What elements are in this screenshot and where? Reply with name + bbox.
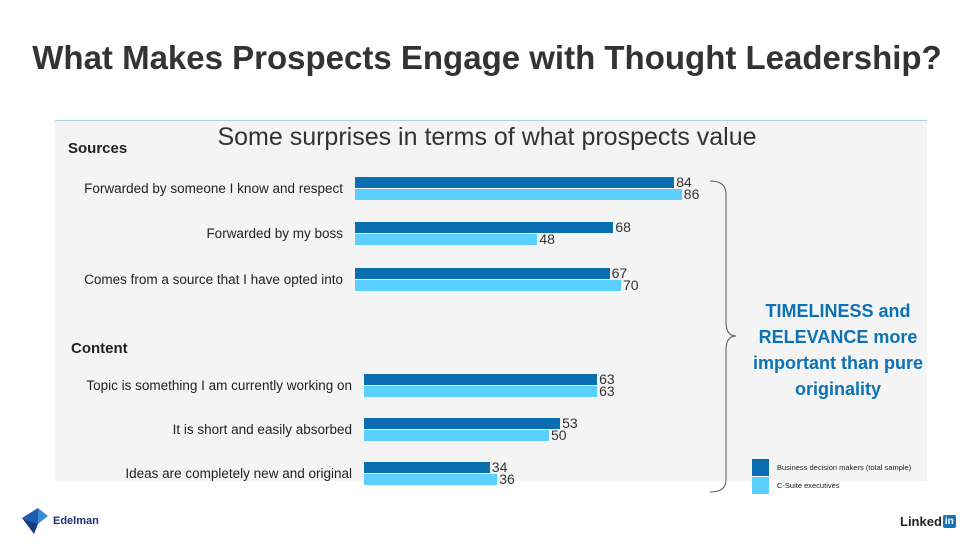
data-label-series1: 84 <box>676 174 692 190</box>
data-label-series1: 67 <box>611 265 628 281</box>
category-label: Ideas are completely new and original <box>125 466 352 481</box>
bar-series2 <box>364 474 498 485</box>
bar-series1 <box>364 374 598 385</box>
data-label-series2: 86 <box>683 186 700 202</box>
category-label: Forwarded by my boss <box>206 226 343 241</box>
legend-label-series1: Business decision makers (total sample) <box>777 463 912 472</box>
bar-series1 <box>355 268 610 279</box>
category-label: Forwarded by someone I know and respect <box>84 181 343 196</box>
data-label-series1: 34 <box>491 459 508 475</box>
category-label: Topic is something I am currently workin… <box>86 378 352 393</box>
edelman-logo-text: Edelman <box>53 515 99 527</box>
bar-series2 <box>355 189 682 200</box>
group-label-content: Content <box>71 340 128 357</box>
bar-series1 <box>364 418 561 429</box>
bar-series2 <box>355 280 621 291</box>
data-label-series1: 53 <box>562 415 578 431</box>
bar-series2 <box>355 234 538 245</box>
data-label-series2: 50 <box>551 427 567 443</box>
slide-subtitle: Some surprises in terms of what prospect… <box>217 123 757 151</box>
data-label-series2: 70 <box>623 277 639 293</box>
legend-item-series1: Business decision makers (total sample) <box>752 459 911 476</box>
legend-label-series2: C-Suite executives <box>777 481 840 490</box>
legend-swatch-series1 <box>752 459 769 476</box>
data-label-series1: 68 <box>615 219 631 235</box>
bar-series1 <box>355 177 675 188</box>
linkedin-logo: Linked in <box>900 514 956 529</box>
callout-bracket <box>709 180 737 493</box>
callout-text: TIMELINESS and RELEVANCE more important … <box>753 301 923 399</box>
edelman-logo: Edelman <box>20 506 99 536</box>
slide-title: What Makes Prospects Engage with Thought… <box>32 39 942 76</box>
linkedin-logo-box: in <box>942 515 956 528</box>
group-label-sources: Sources <box>68 140 128 157</box>
category-label: It is short and easily absorbed <box>172 422 352 437</box>
bar-series2 <box>364 430 549 441</box>
data-label-series2: 63 <box>599 383 615 399</box>
bar-series1 <box>355 222 614 233</box>
data-label-series1: 63 <box>599 371 615 387</box>
category-label: Comes from a source that I have opted in… <box>84 272 343 287</box>
legend-item-series2: C-Suite executives <box>752 477 840 494</box>
data-label-series2: 36 <box>499 471 515 487</box>
bar-series1 <box>364 462 490 473</box>
edelman-mark-icon <box>22 508 48 534</box>
legend-swatch-series2 <box>752 477 769 494</box>
data-label-series2: 48 <box>539 231 555 247</box>
linkedin-logo-text: Linked <box>900 514 942 529</box>
bar-series2 <box>364 386 598 397</box>
